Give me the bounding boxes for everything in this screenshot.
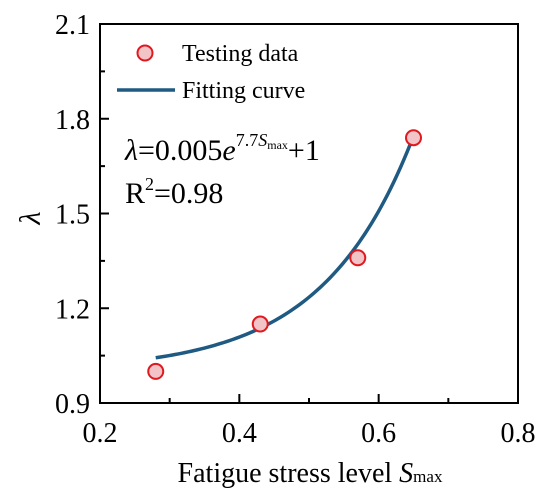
data-point bbox=[251, 315, 269, 333]
x-tick-label: 0.2 bbox=[83, 418, 118, 449]
legend-label-testing-data: Testing data bbox=[182, 41, 299, 67]
r-squared-annotation: R2=0.98 bbox=[125, 174, 223, 210]
x-tick-label: 0.8 bbox=[501, 418, 536, 449]
equation-annotation: λ=0.005e7.7Smax+1 bbox=[124, 130, 320, 167]
y-tick-label: 2.1 bbox=[55, 10, 90, 41]
x-axis-label-subscript: max bbox=[413, 467, 443, 486]
legend: Testing data Fitting curve bbox=[117, 41, 305, 104]
x-tick-label: 0.4 bbox=[222, 418, 257, 449]
equation-lhs: λ bbox=[124, 134, 138, 167]
equation-exponent-subscript: max bbox=[267, 138, 288, 152]
r-squared-prefix: R bbox=[125, 177, 145, 210]
fit-curve-layer bbox=[155, 135, 416, 360]
data-point bbox=[349, 249, 367, 267]
x-axis-label-symbol: S bbox=[399, 458, 413, 489]
y-axis-label: λ bbox=[14, 212, 47, 226]
y-axis-ticks: 0.9 1.2 1.5 1.8 2.1 bbox=[55, 10, 109, 420]
r-squared-value: =0.98 bbox=[154, 177, 223, 210]
x-axis-label: Fatigue stress level Smax bbox=[178, 458, 443, 489]
equation-exponent-symbol: S bbox=[258, 130, 267, 150]
y-tick-label: 0.9 bbox=[55, 389, 90, 420]
x-axis-label-text: Fatigue stress level bbox=[178, 458, 400, 489]
legend-label-fitting-curve: Fitting curve bbox=[182, 78, 305, 104]
data-point bbox=[147, 362, 165, 380]
equation-exponent: 7.7 bbox=[236, 130, 259, 150]
r-squared-superscript: 2 bbox=[145, 174, 154, 194]
data-point bbox=[405, 129, 422, 147]
x-tick-label: 0.6 bbox=[361, 418, 396, 449]
equation-coefficient: =0.005 bbox=[138, 134, 222, 167]
plot-area-border bbox=[99, 23, 519, 404]
equation-tail: +1 bbox=[288, 134, 320, 167]
y-tick-label: 1.5 bbox=[55, 200, 90, 231]
plot-frame bbox=[99, 23, 519, 404]
fitting-curve bbox=[155, 135, 416, 360]
x-axis-ticks: 0.2 0.4 0.6 0.8 bbox=[83, 394, 536, 449]
y-tick-label: 1.8 bbox=[55, 105, 90, 136]
y-tick-label: 1.2 bbox=[55, 294, 90, 325]
legend-marker-testing-data bbox=[136, 44, 154, 62]
data-points-layer bbox=[147, 129, 422, 380]
equation-base: e bbox=[222, 134, 235, 167]
